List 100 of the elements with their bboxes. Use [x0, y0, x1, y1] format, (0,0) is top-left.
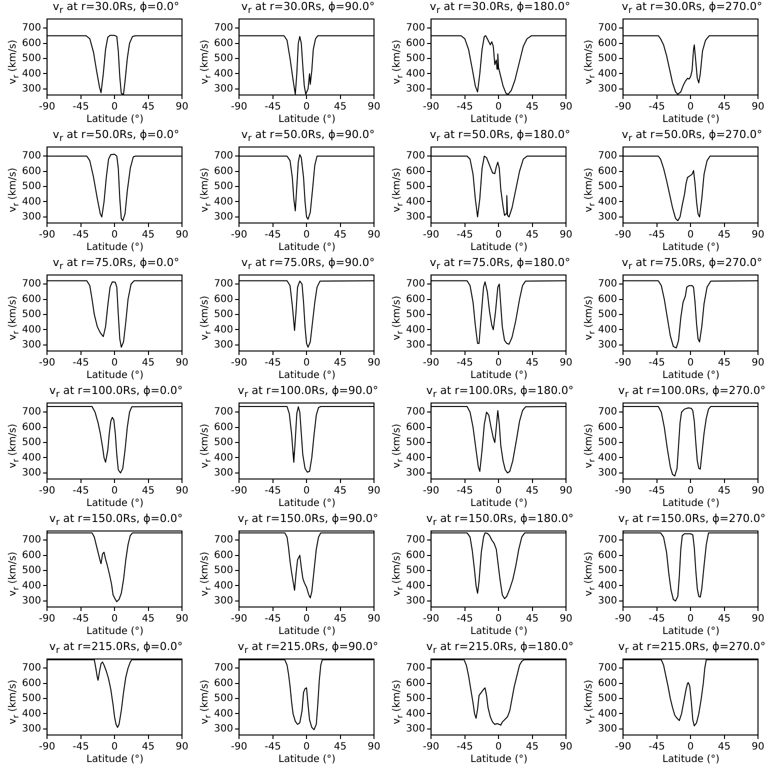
x-axis-title: Latitude (°) [277, 370, 337, 382]
y-tick-label: 400 [598, 708, 618, 720]
x-tick-label: 90 [560, 230, 572, 241]
x-tick-label: -90 [614, 102, 632, 113]
y-tick-label: 300 [22, 212, 42, 223]
chart-title: v$_{r}$ at r=150.0Rs, ϕ=180.0° [425, 512, 575, 530]
y-tick-label: 600 [598, 294, 618, 305]
x-axis-title: Latitude (°) [277, 114, 337, 126]
x-tick-label: -90 [614, 358, 632, 369]
x-tick-label: -90 [38, 230, 56, 241]
x-tick-label: -45 [456, 102, 473, 113]
x-tick-label: 90 [560, 614, 572, 625]
y-tick-label: 600 [214, 550, 234, 561]
y-tick-label: 400 [406, 580, 426, 592]
x-tick-label: 45 [718, 358, 731, 369]
y-tick-label: 300 [22, 596, 42, 607]
x-tick-label: 45 [334, 358, 347, 369]
chart-title: v$_{r}$ at r=30.0Rs, ϕ=0.0° [52, 0, 180, 18]
x-tick-label: -45 [456, 486, 473, 497]
y-tick-label: 600 [598, 38, 618, 49]
y-tick-label: 500 [598, 309, 618, 320]
x-tick-label: -45 [456, 358, 473, 369]
x-tick-label: -90 [614, 614, 632, 625]
x-tick-label: 45 [526, 102, 539, 113]
x-tick-label: -45 [456, 230, 473, 241]
x-tick-label: -90 [230, 742, 248, 753]
y-tick-label: 400 [406, 196, 426, 208]
x-tick-label: 0 [495, 358, 502, 369]
y-tick-label: 400 [214, 196, 234, 208]
y-tick-label: 600 [406, 550, 426, 561]
x-tick-label: 90 [752, 102, 764, 113]
chart-title: v$_{r}$ at r=75.0Rs, ϕ=90.0° [240, 256, 376, 274]
x-axis-title: Latitude (°) [277, 626, 337, 638]
x-tick-label: 45 [526, 614, 539, 625]
x-axis-title: Latitude (°) [661, 754, 721, 766]
chart-title: v$_{r}$ at r=215.0Rs, ϕ=270.0° [617, 640, 767, 658]
y-tick-label: 300 [598, 468, 618, 479]
y-tick-label: 400 [22, 196, 42, 208]
x-tick-label: -45 [72, 358, 89, 369]
chart-title: v$_{r}$ at r=150.0Rs, ϕ=270.0° [617, 512, 767, 530]
y-tick-label: 300 [214, 340, 234, 351]
y-tick-label: 600 [22, 38, 42, 49]
x-tick-label: -90 [38, 358, 56, 369]
y-tick-label: 500 [214, 53, 234, 64]
x-tick-label: 45 [526, 358, 539, 369]
x-axis-title: Latitude (°) [469, 498, 529, 510]
x-tick-label: 90 [368, 614, 380, 625]
x-tick-label: 0 [111, 742, 118, 753]
x-tick-label: 90 [176, 230, 188, 241]
x-tick-label: 45 [142, 358, 155, 369]
x-axis-title: Latitude (°) [469, 626, 529, 638]
y-tick-label: 700 [22, 22, 42, 34]
x-tick-label: 0 [495, 486, 502, 497]
x-tick-label: 45 [526, 486, 539, 497]
chart-title: v$_{r}$ at r=75.0Rs, ϕ=0.0° [52, 256, 180, 274]
x-tick-label: 45 [526, 742, 539, 753]
x-axis-title: Latitude (°) [85, 242, 145, 254]
x-tick-label: 45 [142, 102, 155, 113]
x-tick-label: -90 [230, 230, 248, 241]
y-tick-label: 500 [22, 53, 42, 64]
x-tick-label: -90 [230, 358, 248, 369]
y-tick-label: 500 [22, 181, 42, 192]
x-tick-label: -45 [648, 486, 665, 497]
x-tick-label: 90 [752, 742, 764, 753]
x-tick-label: 45 [718, 102, 731, 113]
y-tick-label: 700 [598, 278, 618, 290]
x-tick-label: 0 [303, 230, 310, 241]
x-axis-title: Latitude (°) [469, 370, 529, 382]
y-tick-label: 700 [406, 406, 426, 418]
y-tick-label: 700 [214, 22, 234, 34]
x-tick-label: 45 [334, 742, 347, 753]
x-tick-label: -90 [422, 102, 440, 113]
x-tick-label: 45 [718, 230, 731, 241]
x-tick-label: -90 [38, 486, 56, 497]
x-tick-label: -90 [614, 486, 632, 497]
y-tick-label: 600 [598, 678, 618, 689]
y-tick-label: 700 [214, 150, 234, 162]
y-tick-label: 500 [598, 693, 618, 704]
x-tick-label: 90 [176, 742, 188, 753]
x-axis-title: Latitude (°) [469, 242, 529, 254]
x-tick-label: 90 [752, 230, 764, 241]
x-tick-label: -45 [648, 614, 665, 625]
y-tick-label: 300 [214, 596, 234, 607]
y-tick-label: 700 [406, 534, 426, 546]
x-tick-label: -45 [264, 742, 281, 753]
x-tick-label: 45 [334, 614, 347, 625]
y-tick-label: 400 [406, 324, 426, 336]
y-tick-label: 300 [406, 340, 426, 351]
x-tick-label: -45 [264, 486, 281, 497]
x-tick-label: -90 [422, 486, 440, 497]
y-tick-label: 700 [22, 662, 42, 674]
x-tick-label: 90 [752, 614, 764, 625]
y-tick-label: 500 [214, 693, 234, 704]
x-tick-label: -90 [614, 230, 632, 241]
y-tick-label: 400 [598, 196, 618, 208]
y-tick-label: 700 [214, 406, 234, 418]
y-tick-label: 700 [22, 150, 42, 162]
y-tick-label: 300 [406, 84, 426, 95]
y-tick-label: 400 [406, 452, 426, 464]
y-tick-label: 300 [214, 468, 234, 479]
